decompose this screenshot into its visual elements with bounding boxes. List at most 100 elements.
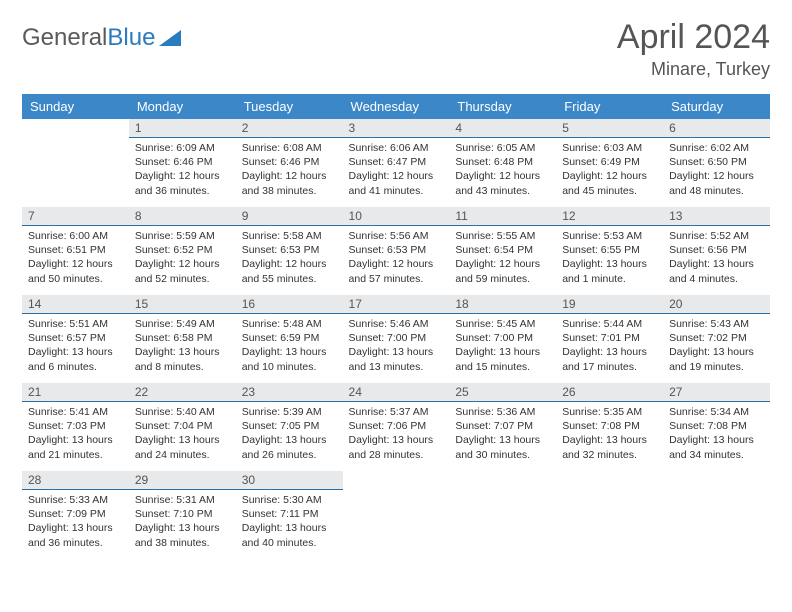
day-details: Sunrise: 5:53 AMSunset: 6:55 PMDaylight:… (556, 226, 663, 290)
weekday-header: Sunday (22, 94, 129, 119)
day-details: Sunrise: 5:48 AMSunset: 6:59 PMDaylight:… (236, 314, 343, 378)
day-details: Sunrise: 5:45 AMSunset: 7:00 PMDaylight:… (449, 314, 556, 378)
day-details: Sunrise: 5:46 AMSunset: 7:00 PMDaylight:… (343, 314, 450, 378)
day-number: 16 (236, 295, 343, 314)
calendar-week-row: 7Sunrise: 6:00 AMSunset: 6:51 PMDaylight… (22, 207, 770, 295)
logo-text-2: Blue (107, 24, 155, 52)
day-details: Sunrise: 5:41 AMSunset: 7:03 PMDaylight:… (22, 402, 129, 466)
day-details: Sunrise: 5:49 AMSunset: 6:58 PMDaylight:… (129, 314, 236, 378)
calendar-day-cell: 8Sunrise: 5:59 AMSunset: 6:52 PMDaylight… (129, 207, 236, 295)
logo: GeneralBlue (22, 18, 185, 52)
day-number: 4 (449, 119, 556, 138)
day-number: 12 (556, 207, 663, 226)
calendar-day-cell: 9Sunrise: 5:58 AMSunset: 6:53 PMDaylight… (236, 207, 343, 295)
day-details: Sunrise: 5:56 AMSunset: 6:53 PMDaylight:… (343, 226, 450, 290)
empty-day (343, 471, 450, 489)
day-number: 23 (236, 383, 343, 402)
day-number: 26 (556, 383, 663, 402)
calendar-body: 1Sunrise: 6:09 AMSunset: 6:46 PMDaylight… (22, 119, 770, 559)
day-number: 17 (343, 295, 450, 314)
weekday-header: Tuesday (236, 94, 343, 119)
weekday-header: Saturday (663, 94, 770, 119)
weekday-header: Thursday (449, 94, 556, 119)
calendar-day-cell: 28Sunrise: 5:33 AMSunset: 7:09 PMDayligh… (22, 471, 129, 559)
calendar-week-row: 21Sunrise: 5:41 AMSunset: 7:03 PMDayligh… (22, 383, 770, 471)
month-title: April 2024 (617, 18, 770, 57)
calendar-day-cell: 2Sunrise: 6:08 AMSunset: 6:46 PMDaylight… (236, 119, 343, 207)
calendar-week-row: 1Sunrise: 6:09 AMSunset: 6:46 PMDaylight… (22, 119, 770, 207)
day-details: Sunrise: 5:51 AMSunset: 6:57 PMDaylight:… (22, 314, 129, 378)
calendar-day-cell: 5Sunrise: 6:03 AMSunset: 6:49 PMDaylight… (556, 119, 663, 207)
day-details: Sunrise: 6:09 AMSunset: 6:46 PMDaylight:… (129, 138, 236, 202)
day-details: Sunrise: 5:40 AMSunset: 7:04 PMDaylight:… (129, 402, 236, 466)
day-number: 6 (663, 119, 770, 138)
weekday-header: Friday (556, 94, 663, 119)
day-details: Sunrise: 5:59 AMSunset: 6:52 PMDaylight:… (129, 226, 236, 290)
calendar-day-cell: 14Sunrise: 5:51 AMSunset: 6:57 PMDayligh… (22, 295, 129, 383)
weekday-header: Monday (129, 94, 236, 119)
calendar-day-cell: 6Sunrise: 6:02 AMSunset: 6:50 PMDaylight… (663, 119, 770, 207)
day-number: 22 (129, 383, 236, 402)
day-details: Sunrise: 5:30 AMSunset: 7:11 PMDaylight:… (236, 490, 343, 554)
day-details: Sunrise: 6:08 AMSunset: 6:46 PMDaylight:… (236, 138, 343, 202)
day-details: Sunrise: 5:31 AMSunset: 7:10 PMDaylight:… (129, 490, 236, 554)
day-number: 2 (236, 119, 343, 138)
day-details: Sunrise: 5:36 AMSunset: 7:07 PMDaylight:… (449, 402, 556, 466)
day-details: Sunrise: 6:06 AMSunset: 6:47 PMDaylight:… (343, 138, 450, 202)
day-number: 11 (449, 207, 556, 226)
calendar-day-cell (22, 119, 129, 207)
day-details: Sunrise: 5:33 AMSunset: 7:09 PMDaylight:… (22, 490, 129, 554)
calendar-day-cell (663, 471, 770, 559)
calendar-day-cell (449, 471, 556, 559)
weekday-header: Wednesday (343, 94, 450, 119)
weekday-header-row: SundayMondayTuesdayWednesdayThursdayFrid… (22, 94, 770, 119)
day-details: Sunrise: 5:44 AMSunset: 7:01 PMDaylight:… (556, 314, 663, 378)
calendar-week-row: 14Sunrise: 5:51 AMSunset: 6:57 PMDayligh… (22, 295, 770, 383)
calendar-week-row: 28Sunrise: 5:33 AMSunset: 7:09 PMDayligh… (22, 471, 770, 559)
day-number: 20 (663, 295, 770, 314)
logo-text-1: General (22, 24, 107, 52)
calendar-day-cell: 15Sunrise: 5:49 AMSunset: 6:58 PMDayligh… (129, 295, 236, 383)
day-number: 21 (22, 383, 129, 402)
calendar-day-cell: 20Sunrise: 5:43 AMSunset: 7:02 PMDayligh… (663, 295, 770, 383)
calendar-day-cell (556, 471, 663, 559)
day-details: Sunrise: 5:58 AMSunset: 6:53 PMDaylight:… (236, 226, 343, 290)
calendar-day-cell: 23Sunrise: 5:39 AMSunset: 7:05 PMDayligh… (236, 383, 343, 471)
day-number: 14 (22, 295, 129, 314)
calendar-day-cell: 19Sunrise: 5:44 AMSunset: 7:01 PMDayligh… (556, 295, 663, 383)
day-number: 28 (22, 471, 129, 490)
calendar-day-cell: 25Sunrise: 5:36 AMSunset: 7:07 PMDayligh… (449, 383, 556, 471)
header: GeneralBlue April 2024 Minare, Turkey (22, 18, 770, 80)
calendar-day-cell: 22Sunrise: 5:40 AMSunset: 7:04 PMDayligh… (129, 383, 236, 471)
logo-triangle-icon (159, 28, 185, 48)
day-details: Sunrise: 5:37 AMSunset: 7:06 PMDaylight:… (343, 402, 450, 466)
calendar-day-cell: 4Sunrise: 6:05 AMSunset: 6:48 PMDaylight… (449, 119, 556, 207)
day-number: 1 (129, 119, 236, 138)
day-number: 5 (556, 119, 663, 138)
day-details: Sunrise: 6:05 AMSunset: 6:48 PMDaylight:… (449, 138, 556, 202)
day-number: 27 (663, 383, 770, 402)
day-details: Sunrise: 6:03 AMSunset: 6:49 PMDaylight:… (556, 138, 663, 202)
day-number: 9 (236, 207, 343, 226)
day-number: 18 (449, 295, 556, 314)
day-number: 7 (22, 207, 129, 226)
day-number: 15 (129, 295, 236, 314)
location: Minare, Turkey (617, 59, 770, 80)
day-number: 8 (129, 207, 236, 226)
calendar-day-cell (343, 471, 450, 559)
day-details: Sunrise: 5:35 AMSunset: 7:08 PMDaylight:… (556, 402, 663, 466)
day-number: 3 (343, 119, 450, 138)
calendar-day-cell: 12Sunrise: 5:53 AMSunset: 6:55 PMDayligh… (556, 207, 663, 295)
empty-day (663, 471, 770, 489)
day-number: 13 (663, 207, 770, 226)
day-details: Sunrise: 5:43 AMSunset: 7:02 PMDaylight:… (663, 314, 770, 378)
calendar-day-cell: 1Sunrise: 6:09 AMSunset: 6:46 PMDaylight… (129, 119, 236, 207)
day-details: Sunrise: 5:55 AMSunset: 6:54 PMDaylight:… (449, 226, 556, 290)
day-number: 10 (343, 207, 450, 226)
calendar-table: SundayMondayTuesdayWednesdayThursdayFrid… (22, 94, 770, 559)
calendar-day-cell: 18Sunrise: 5:45 AMSunset: 7:00 PMDayligh… (449, 295, 556, 383)
day-details: Sunrise: 5:34 AMSunset: 7:08 PMDaylight:… (663, 402, 770, 466)
calendar-day-cell: 3Sunrise: 6:06 AMSunset: 6:47 PMDaylight… (343, 119, 450, 207)
calendar-day-cell: 27Sunrise: 5:34 AMSunset: 7:08 PMDayligh… (663, 383, 770, 471)
calendar-day-cell: 17Sunrise: 5:46 AMSunset: 7:00 PMDayligh… (343, 295, 450, 383)
